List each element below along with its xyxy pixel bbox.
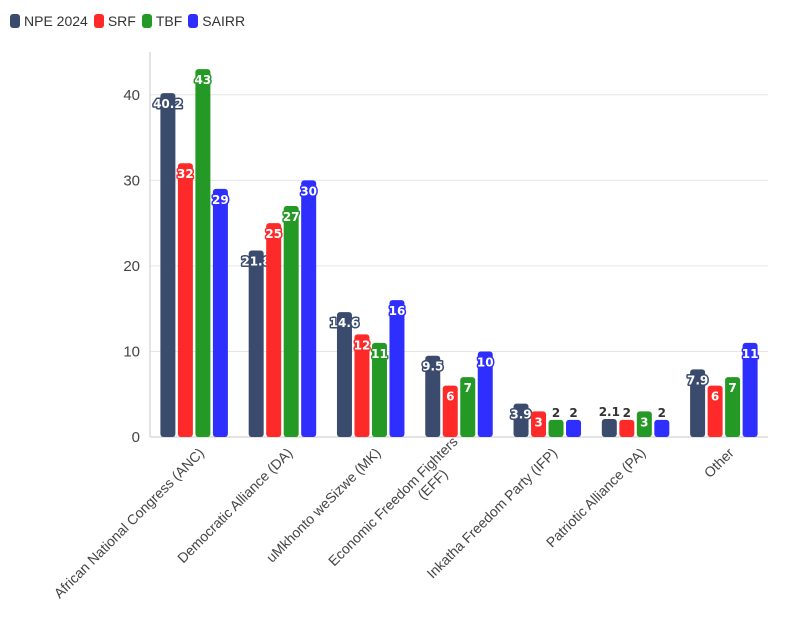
x-tick-label-line: Patriotic Alliance (PA): [543, 445, 649, 551]
data-label-sairr-1: 29: [212, 193, 229, 207]
bar-srf-3: [354, 334, 370, 437]
bar-tbf-2: [283, 206, 299, 437]
x-tick-label: Inkatha Freedom Party (IFP): [423, 445, 560, 582]
bar-srf-1: [177, 163, 193, 438]
bar-npe-2024-6: [601, 419, 617, 437]
bar-tbf-4: [460, 377, 476, 437]
bar-npe-2024-3: [336, 312, 352, 437]
data-label-tbf-4: 7: [464, 381, 472, 395]
legend-item-tbf[interactable]: TBF: [141, 13, 183, 29]
x-tick-label-line: Economic Freedom Fighters: [325, 433, 461, 569]
legend-swatch: [10, 14, 20, 28]
bar-npe-2024-5: [513, 403, 529, 437]
y-tick-label: 10: [123, 343, 140, 360]
bar-npe-2024-2: [248, 250, 264, 437]
data-label-srf-2: 25: [265, 227, 282, 241]
y-tick-label: 40: [123, 87, 140, 104]
data-label-tbf-7: 7: [728, 381, 736, 395]
bar-npe-2024-1: [160, 93, 176, 438]
bar-tbf-1: [195, 69, 211, 437]
y-tick-label: 0: [132, 429, 140, 446]
data-label-npe-2024-6: 2.1: [599, 405, 620, 419]
x-tick-label: Other: [701, 444, 737, 480]
x-tick-label: Patriotic Alliance (PA): [543, 445, 649, 551]
data-label-sairr-7: 11: [742, 347, 759, 361]
bar-srf-4: [442, 385, 458, 437]
x-tick-label-line: Other: [701, 444, 737, 480]
data-label-srf-7: 6: [711, 390, 719, 404]
data-label-sairr-4: 10: [477, 355, 494, 369]
data-label-npe-2024-2: 21.8: [241, 255, 271, 269]
bar-sairr-2: [301, 180, 317, 437]
data-label-tbf-2: 27: [283, 210, 300, 224]
bar-srf-6: [619, 419, 635, 437]
bar-npe-2024-4: [425, 355, 441, 437]
bar-sairr-4: [477, 351, 493, 437]
data-label-tbf-5: 2: [552, 406, 560, 420]
legend-item-npe-2024[interactable]: NPE 2024: [10, 13, 88, 29]
data-label-srf-3: 12: [354, 338, 371, 352]
legend-label: SAIRR: [202, 13, 246, 29]
data-label-sairr-2: 30: [300, 184, 317, 198]
bar-sairr-1: [212, 188, 228, 437]
legend-swatch: [141, 14, 152, 28]
legend-item-srf[interactable]: SRF: [93, 13, 136, 29]
legend-label: TBF: [155, 13, 183, 29]
data-label-npe-2024-7: 7.9: [687, 373, 708, 387]
bar-srf-7: [707, 385, 723, 437]
bar-sairr-7: [742, 342, 758, 437]
data-label-tbf-1: 43: [195, 73, 212, 87]
chart-legend: NPE 2024 SRF TBF SAIRR: [10, 11, 251, 31]
legend-swatch: [188, 14, 199, 28]
legend-label: SRF: [107, 13, 136, 29]
data-label-srf-4: 6: [446, 390, 454, 404]
legend-label: NPE 2024: [24, 13, 88, 29]
data-label-npe-2024-4: 9.5: [422, 360, 443, 374]
bar-srf-5: [531, 411, 547, 437]
data-label-srf-5: 3: [534, 415, 542, 429]
data-label-sairr-5: 2: [569, 406, 577, 420]
data-label-srf-6: 2: [623, 406, 631, 420]
bar-srf-2: [266, 223, 282, 437]
bar-sairr-5: [566, 419, 582, 437]
data-label-npe-2024-3: 14.6: [330, 316, 360, 330]
data-label-sairr-3: 16: [389, 304, 406, 318]
data-label-tbf-6: 3: [640, 415, 648, 429]
bar-tbf-5: [548, 419, 564, 437]
data-label-npe-2024-1: 40.2: [153, 97, 183, 111]
y-tick-label: 30: [123, 172, 140, 189]
y-tick-label: 20: [123, 258, 140, 275]
data-label-sairr-6: 2: [658, 406, 666, 420]
legend-swatch: [93, 14, 104, 28]
bar-tbf-6: [636, 411, 652, 437]
x-tick-label-line: African National Congress (ANC): [51, 445, 208, 602]
legend-item-sairr[interactable]: SAIRR: [188, 13, 245, 29]
data-label-npe-2024-5: 3.9: [510, 408, 531, 422]
bar-tbf-3: [371, 342, 387, 437]
x-tick-label: African National Congress (ANC): [51, 445, 208, 602]
bar-sairr-6: [654, 419, 670, 437]
data-label-tbf-3: 11: [371, 347, 388, 361]
bar-sairr-3: [389, 300, 405, 437]
x-tick-label-line: Inkatha Freedom Party (IFP): [423, 445, 560, 582]
bar-npe-2024-7: [690, 369, 706, 437]
bar-tbf-7: [725, 377, 741, 437]
data-label-srf-1: 32: [177, 167, 194, 181]
